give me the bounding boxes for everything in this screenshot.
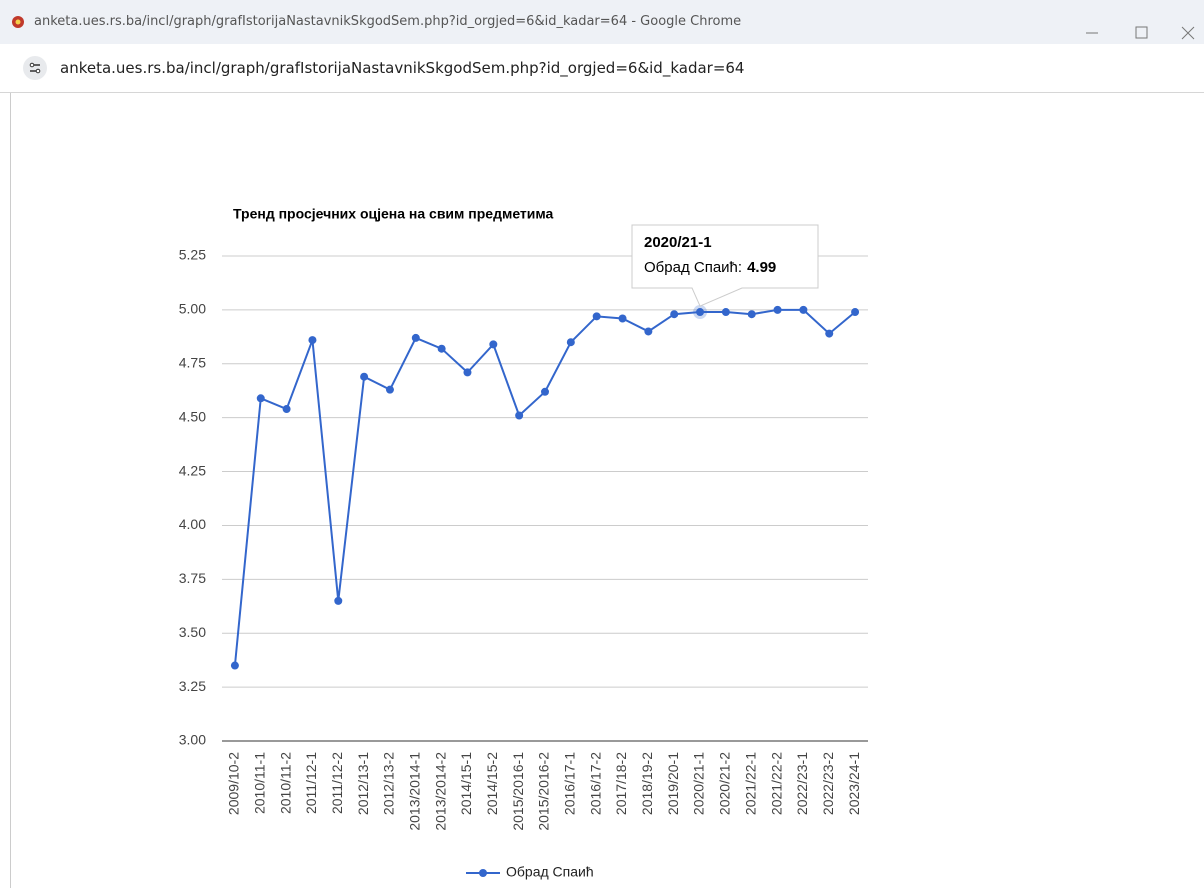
x-tick-label: 2020/21-1	[691, 752, 707, 815]
data-point	[592, 312, 601, 321]
y-tick-label: 5.25	[179, 247, 206, 263]
x-tick-label: 2023/24-1	[846, 752, 862, 815]
x-tick-label: 2014/15-2	[484, 752, 500, 815]
x-tick-label: 2021/22-1	[742, 752, 758, 815]
x-tick-label: 2011/12-2	[329, 752, 345, 814]
x-tick-label: 2011/12-1	[303, 752, 319, 814]
data-point	[489, 340, 498, 349]
x-tick-label: 2012/13-2	[381, 752, 397, 815]
data-point	[721, 308, 730, 317]
data-point	[230, 661, 239, 670]
legend-marker	[479, 869, 487, 877]
data-point	[696, 308, 705, 317]
data-point	[411, 333, 420, 342]
tooltip-title: 2020/21-1	[644, 234, 712, 251]
tooltip-line: Обрад Спаић: 4.99	[644, 259, 776, 276]
y-tick-label: 3.25	[179, 678, 206, 694]
x-tick-label: 2021/22-2	[768, 752, 784, 815]
x-tick-label: 2013/2014-1	[407, 752, 423, 831]
data-point	[541, 387, 549, 396]
y-tick-label: 4.25	[179, 462, 206, 478]
address-bar[interactable]: anketa.ues.rs.ba/incl/graph/grafIstorija…	[0, 44, 1204, 93]
y-tick-label: 3.00	[179, 732, 206, 748]
data-point	[799, 305, 808, 314]
y-tick-label: 3.50	[179, 624, 206, 640]
data-point	[670, 310, 679, 319]
legend-label: Обрад Спаић	[506, 864, 594, 880]
data-point	[463, 368, 472, 377]
x-tick-label: 2010/11-2	[277, 752, 293, 814]
x-tick-label: 2016/17-2	[587, 752, 603, 815]
y-tick-label: 5.00	[179, 301, 206, 317]
data-point	[308, 336, 317, 345]
x-tick-label: 2010/11-1	[251, 752, 267, 814]
data-point	[618, 314, 627, 323]
data-point	[282, 405, 291, 414]
tooltip-value: 4.99	[747, 259, 776, 276]
title-bar: anketa.ues.rs.ba/incl/graph/grafIstorija…	[0, 0, 1204, 44]
hover-halo	[693, 305, 708, 320]
data-point	[515, 411, 524, 420]
url: anketa.ues.rs.ba/incl/graph/grafIstorija…	[60, 59, 745, 77]
y-tick-label: 4.50	[179, 408, 206, 424]
site-icon	[12, 16, 24, 28]
data-point	[825, 329, 834, 338]
data-point	[747, 310, 756, 319]
x-tick-label: 2013/2014-2	[432, 752, 448, 831]
x-tick-label: 2019/20-1	[665, 752, 681, 815]
tooltip-box	[631, 224, 819, 307]
window-border	[10, 93, 11, 888]
x-tick-label: 2016/17-1	[562, 752, 578, 815]
y-tick-label: 4.75	[179, 354, 206, 370]
x-tick-label: 2015/2016-2	[536, 752, 552, 831]
chart: Тренд просјечних оцјена на свим предмети…	[179, 206, 868, 880]
x-tick-label: 2018/19-2	[639, 752, 655, 815]
series-line	[233, 308, 856, 666]
data-point	[851, 308, 860, 317]
x-tick-label: 2014/15-1	[458, 752, 474, 815]
y-tick-label: 4.00	[179, 516, 206, 532]
data-point	[566, 338, 575, 347]
x-tick-label: 2022/23-1	[794, 752, 810, 815]
chart-title: Тренд просјечних оцјена на свим предмети…	[233, 206, 554, 222]
tooltip-label: Обрад Спаић:	[644, 259, 742, 276]
x-tick-label: 2015/2016-1	[510, 752, 526, 831]
data-point	[385, 385, 394, 394]
data-point	[437, 344, 446, 353]
data-point	[256, 394, 265, 403]
data-point	[644, 327, 653, 336]
x-tick-label: 2022/23-2	[820, 752, 836, 815]
site-info-icon[interactable]	[22, 55, 48, 81]
data-point	[360, 372, 369, 381]
window-controls[interactable]	[1064, 0, 1204, 44]
window-title: anketa.ues.rs.ba/incl/graph/grafIstorija…	[34, 14, 742, 29]
x-tick-label: 2017/18-2	[613, 752, 629, 815]
y-tick-label: 3.75	[179, 570, 206, 586]
data-point	[773, 305, 782, 314]
data-point	[334, 596, 343, 605]
x-tick-label: 2009/10-2	[226, 752, 242, 815]
x-tick-label: 2012/13-1	[355, 752, 371, 815]
x-tick-label: 2020/21-2	[717, 752, 733, 815]
